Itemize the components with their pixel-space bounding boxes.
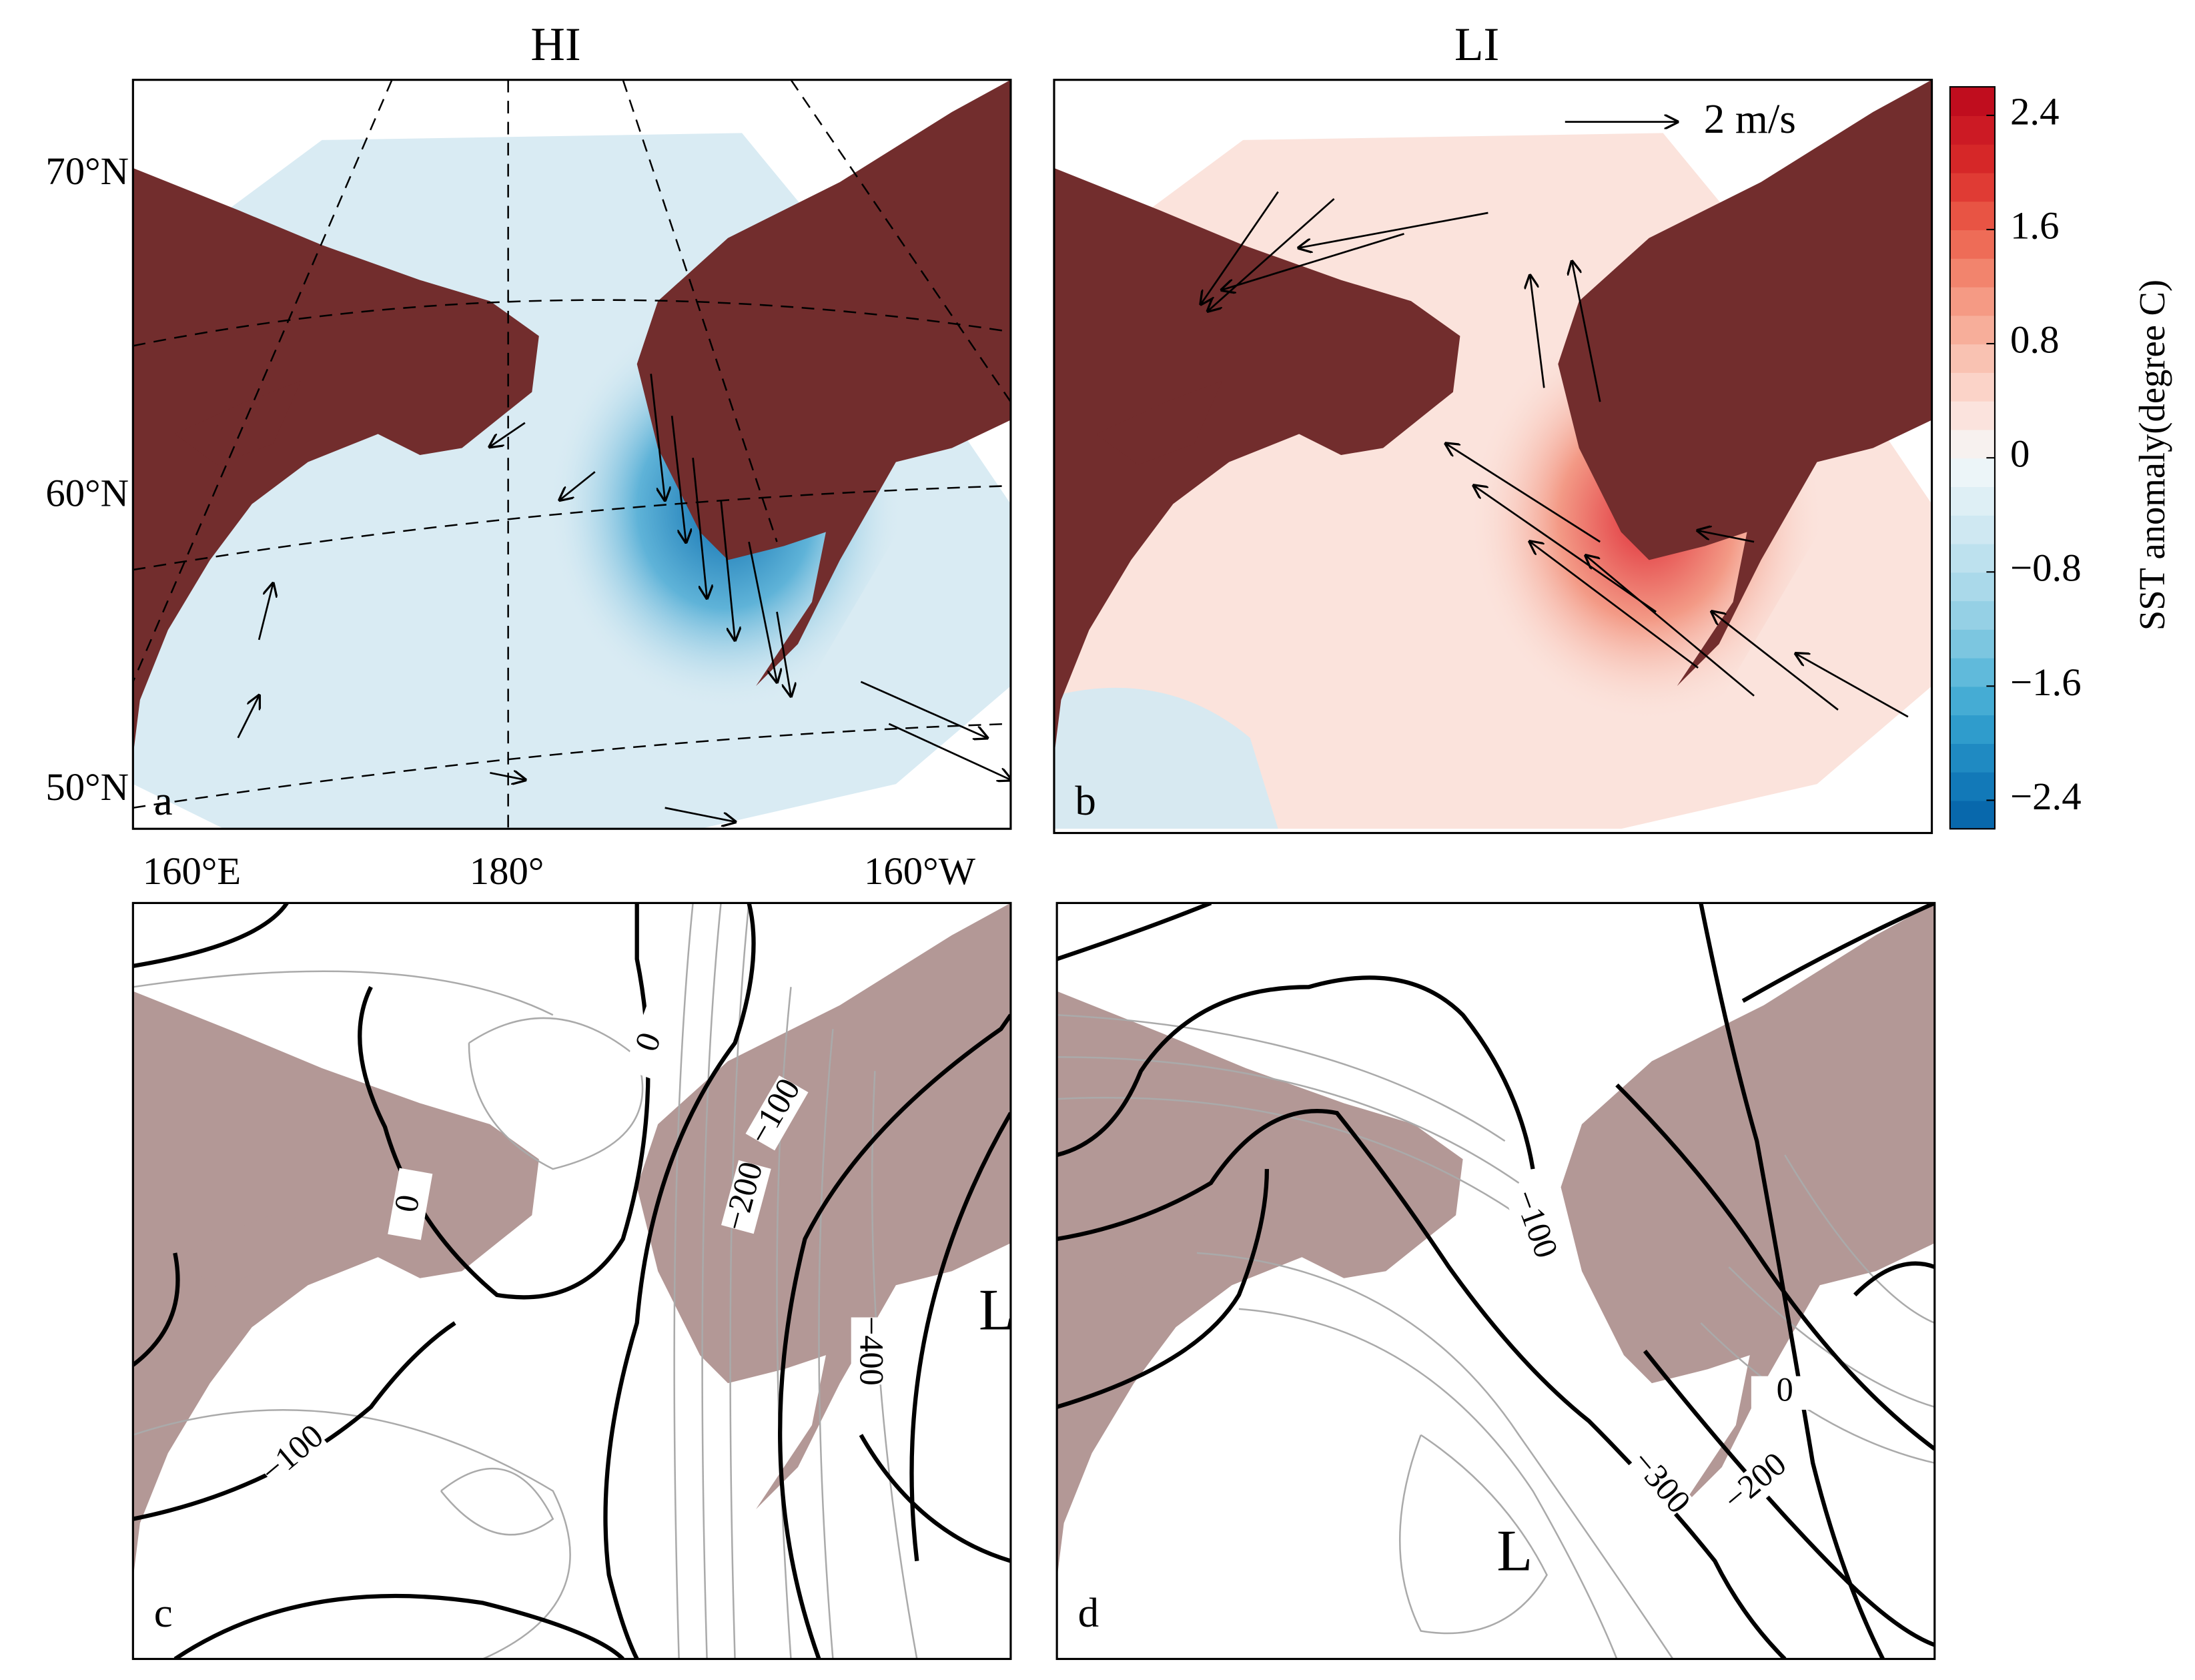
panel-letter: b	[1075, 777, 1095, 824]
contour-label-bg	[1720, 1449, 1794, 1519]
colorbar-swatch	[1949, 686, 1995, 716]
colorbar-tick-label: −2.4	[2010, 775, 2082, 818]
contour-label: 0	[1777, 1370, 1793, 1408]
panel-d	[1055, 901, 1936, 1661]
colorbar-swatch	[1949, 429, 1995, 459]
vector-scale-label: 2 m/s	[1704, 95, 1796, 142]
colorbar-swatch	[1949, 87, 1995, 116]
colorbar-label: SST anomaly(degree C)	[2132, 280, 2172, 631]
lon-label: 180°	[470, 849, 544, 893]
colorbar-swatch	[1949, 286, 1995, 316]
colorbar-tick-label: 0.8	[2010, 318, 2059, 362]
colorbar-tick-label: 2.4	[2010, 89, 2059, 133]
colorbar-swatch	[1949, 743, 1995, 773]
low-label: L	[1496, 1519, 1532, 1584]
colorbar-swatch	[1949, 230, 1995, 259]
panel-title: HI	[530, 18, 580, 71]
panel-title: LI	[1454, 18, 1499, 71]
contour-label-bg	[1505, 1188, 1561, 1262]
colorbar-swatch	[1949, 143, 1995, 173]
lon-label: 160°E	[143, 849, 242, 893]
colorbar-swatch	[1949, 258, 1995, 288]
contour-label: −400	[853, 1316, 890, 1386]
colorbar-swatch	[1949, 372, 1995, 402]
lon-label: 160°W	[864, 849, 976, 893]
panel-letter: d	[1078, 1589, 1099, 1636]
contour-label-bg	[851, 1317, 885, 1385]
low-label: L	[979, 1278, 1015, 1343]
colorbar-swatch	[1949, 715, 1995, 744]
colorbar-swatch	[1949, 486, 1995, 516]
lat-label: 50°N	[45, 765, 129, 809]
colorbar-swatch	[1949, 628, 1995, 659]
contour-label-bg	[745, 1075, 809, 1151]
contour-label-bg	[1751, 1376, 1819, 1410]
colorbar-swatch	[1949, 344, 1995, 373]
colorbar-tick-label: 0	[2010, 432, 2030, 476]
colorbar-swatch	[1949, 543, 1995, 573]
colorbar-swatch	[1949, 201, 1995, 231]
panel-a	[131, 79, 1012, 830]
colorbar-swatch	[1949, 800, 1995, 830]
colorbar-swatch	[1949, 458, 1995, 488]
colorbar-tick-label: −0.8	[2010, 546, 2082, 590]
colorbar-swatch	[1949, 115, 1995, 145]
lat-label: 60°N	[45, 471, 129, 514]
panel-letter: a	[154, 777, 173, 824]
panel-letter: c	[154, 1589, 173, 1636]
contour-label-bg	[623, 1005, 679, 1081]
colorbar-tick-label: −1.6	[2010, 661, 2082, 704]
colorbar-swatch	[1949, 172, 1995, 202]
contour-label-bg	[257, 1421, 331, 1491]
colorbar-swatch	[1949, 572, 1995, 602]
colorbar: 2.4 1.6 0.8 0 −0.8 −1.6 −2.4	[1949, 86, 2082, 830]
colorbar-swatch	[1949, 771, 1995, 801]
colorbar-swatch	[1949, 514, 1995, 544]
panel-b	[1053, 79, 1933, 835]
panel-c	[131, 901, 1012, 1661]
colorbar-swatch	[1949, 400, 1995, 430]
colorbar-swatch	[1949, 600, 1995, 630]
colorbar-swatch	[1949, 315, 1995, 345]
lat-label: 70°N	[45, 149, 129, 193]
colorbar-swatch	[1949, 657, 1995, 687]
contour-label-bg	[1624, 1447, 1694, 1521]
colorbar-tick-label: 1.6	[2010, 204, 2059, 248]
contour-label-bg	[388, 1168, 433, 1240]
